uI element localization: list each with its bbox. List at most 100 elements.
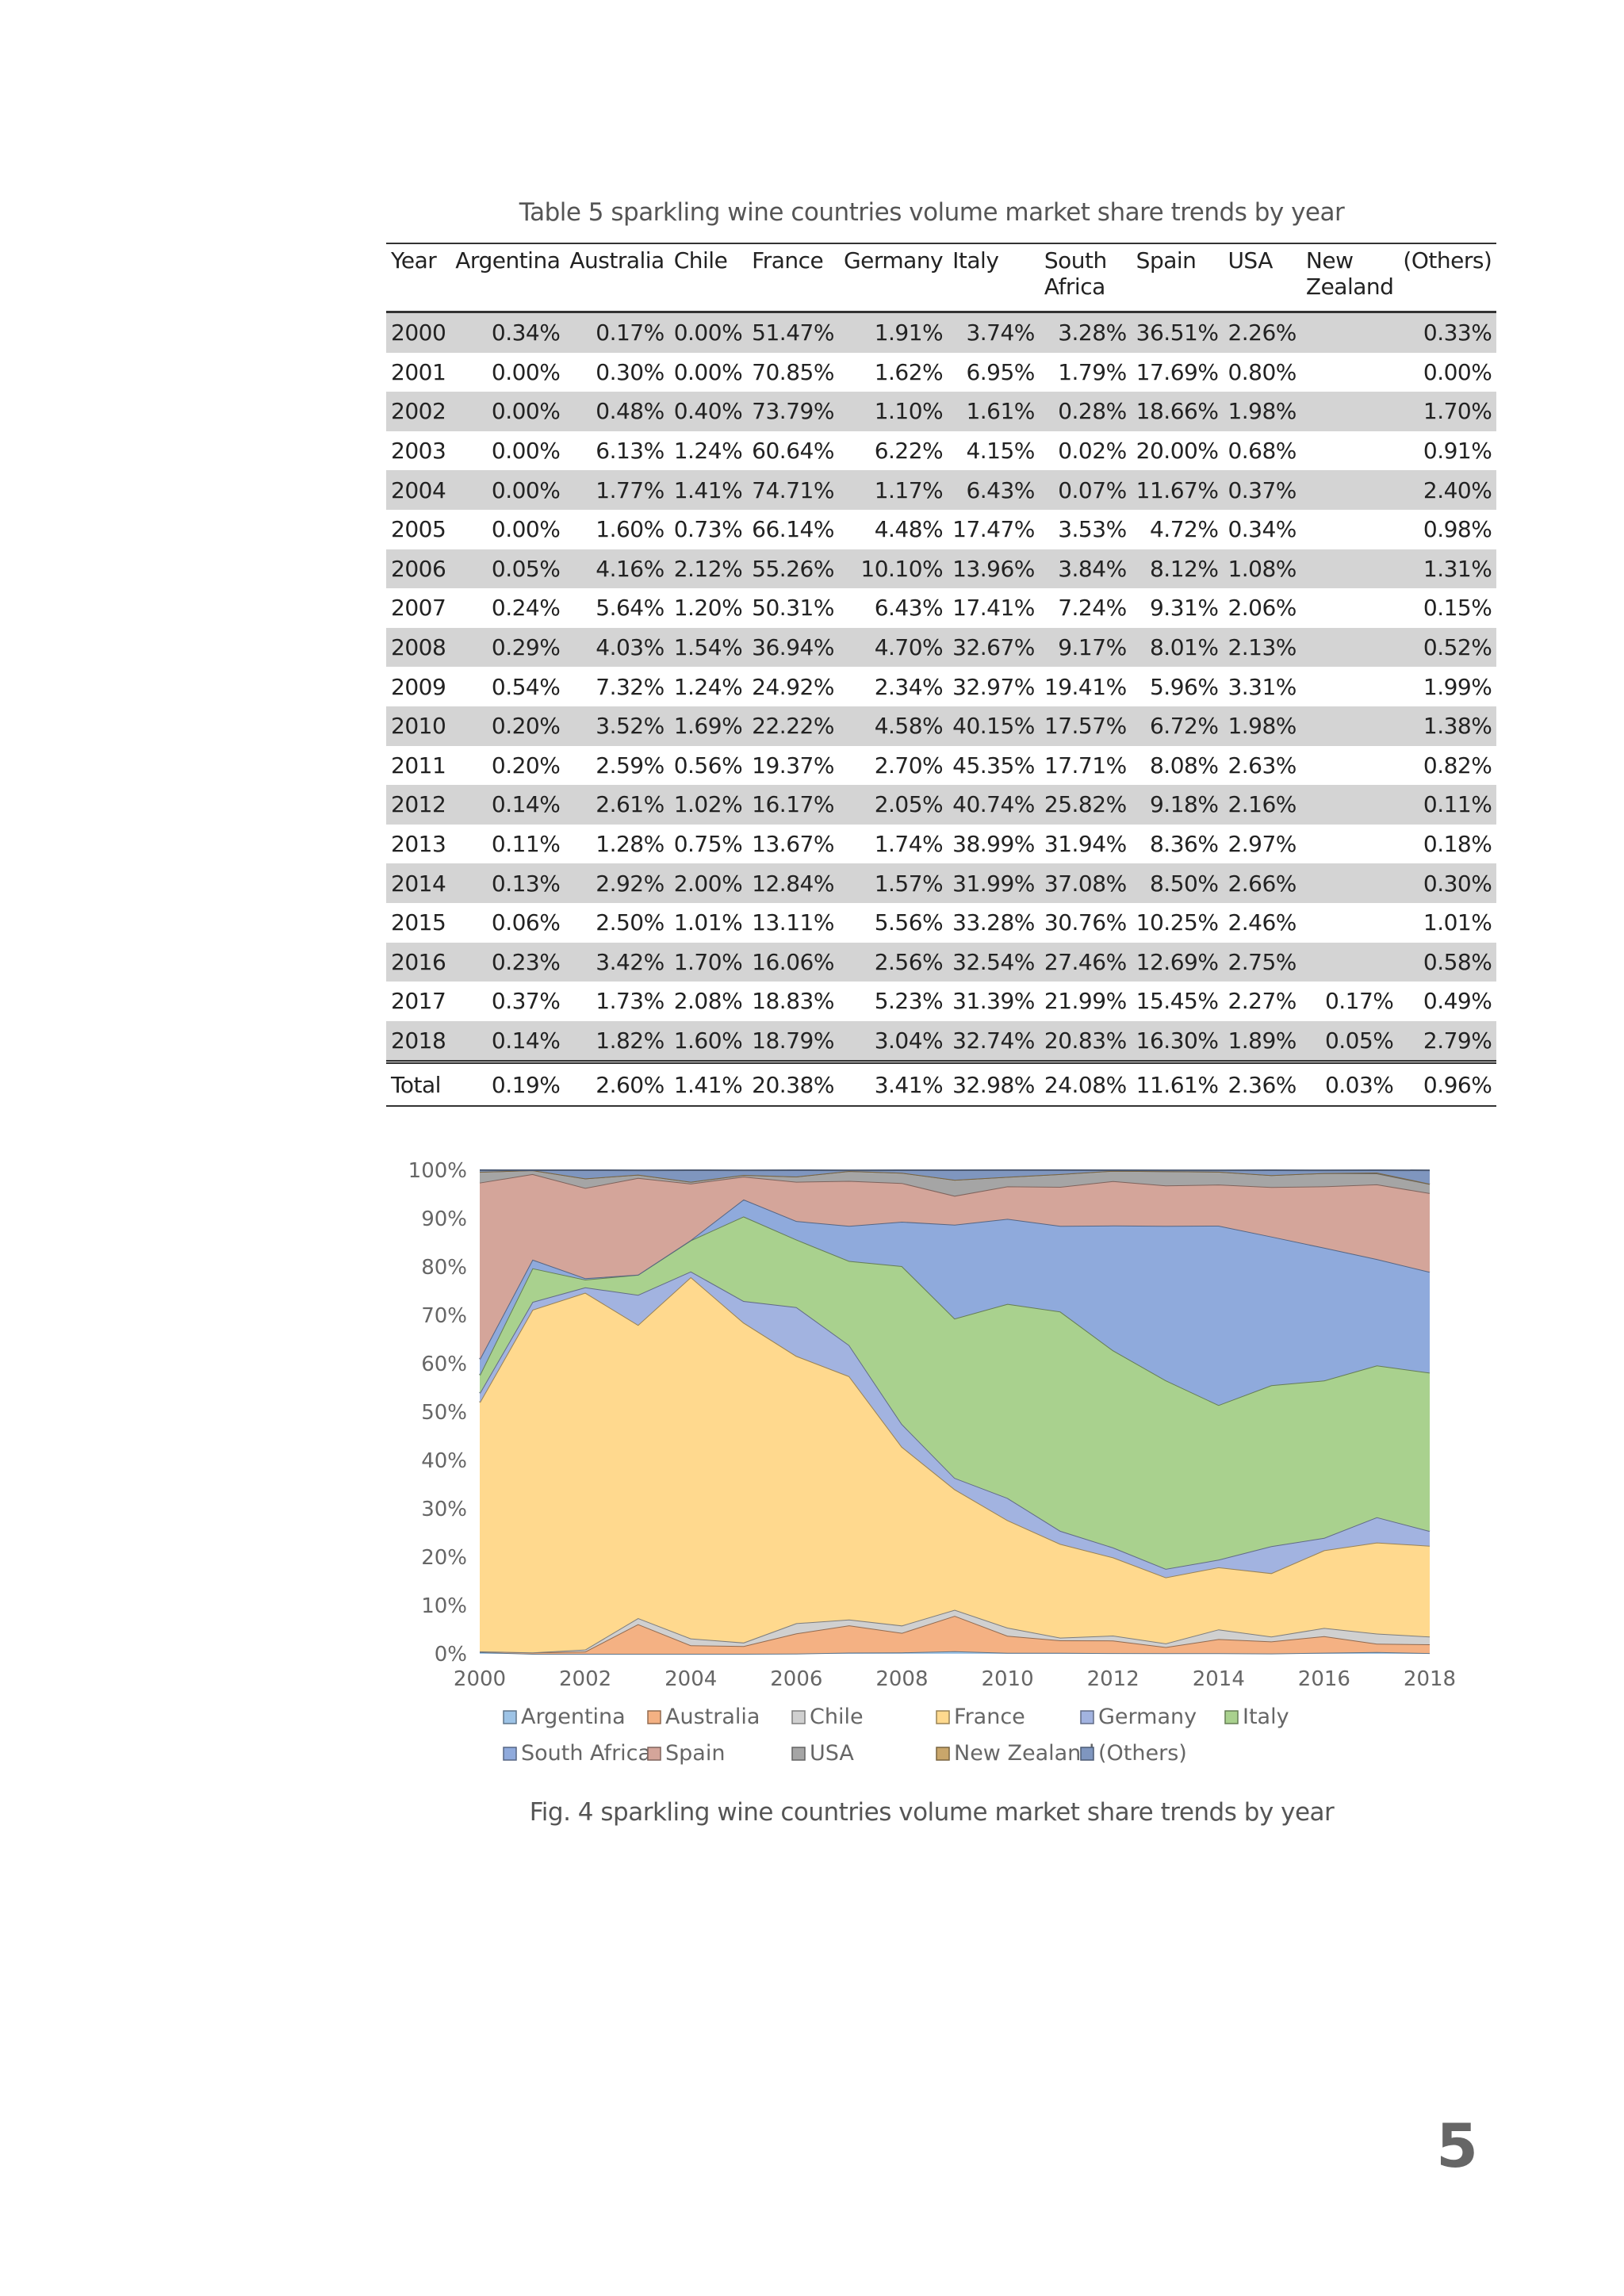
share-cell: 17.47% [952, 516, 1035, 543]
legend-label: New Zealand [954, 1741, 1094, 1766]
share-cell [1301, 825, 1399, 864]
share-cell: 0.40% [668, 392, 748, 431]
share-cell: 0.11% [1398, 785, 1497, 825]
table-header-row: Year Argentina Australia Chile France Germany… [386, 243, 1497, 313]
share-cell: 2.40% [1398, 470, 1497, 510]
share-cell: 18.66% [1131, 392, 1224, 431]
year-cell: 2004 [386, 470, 451, 510]
total-label-cell: Total [386, 1060, 451, 1108]
table-row: 2012 0.14% 2.61% 1.02% 16.17% 2.05% 40.74% 25.8… [386, 785, 1497, 825]
share-cell: 21.99% [1044, 988, 1127, 1015]
share-cell: 2.13% [1223, 627, 1301, 668]
share-cell: 36.94% [747, 627, 839, 668]
share-cell: 1.20% [673, 595, 743, 622]
share-cell [1300, 470, 1399, 510]
share-cell: 2.16% [1223, 785, 1301, 825]
share-cell: 4.48% [874, 516, 944, 543]
column-header: Italy [948, 243, 1040, 313]
year-cell: 2003 [391, 438, 446, 465]
share-cell: 2.50% [596, 909, 665, 936]
share-cell: 0.07% [1039, 470, 1132, 510]
share-cell: 1.17% [838, 470, 948, 510]
figure-caption: Fig. 4 sparkling wine countries volume m… [529, 1798, 1335, 1827]
share-cell: 37.08% [1039, 863, 1132, 903]
table-caption: Table 5 sparkling wine countries volume … [519, 198, 1345, 227]
share-cell: 12.84% [747, 863, 839, 903]
share-cell: 70.85% [752, 358, 834, 385]
share-cell: 25.82% [1039, 785, 1132, 825]
share-cell [1301, 746, 1399, 786]
share-cell: 6.13% [596, 438, 665, 465]
share-cell: 0.98% [1423, 516, 1492, 543]
legend-swatch [647, 1747, 661, 1761]
share-cell: 2.12% [668, 549, 748, 589]
area-usa [480, 1170, 1430, 1196]
share-cell: 1.79% [1058, 358, 1127, 385]
share-cell: 18.79% [747, 1020, 839, 1062]
share-cell: 0.58% [1398, 942, 1497, 982]
total-cell: 2.36% [1223, 1060, 1301, 1108]
share-cell [1300, 392, 1399, 431]
x-tick-label: 2016 [1298, 1667, 1350, 1691]
share-cell: 38.99% [952, 831, 1035, 858]
table-row: 2005 0.00% 1.60% 0.73% 66.14% 4.48% 17.47% 3.53… [386, 510, 1496, 549]
legend-label: Chile [810, 1705, 864, 1729]
table-row: 2018 0.14% 1.82% 1.60% 18.79% 3.04% 32.74% 20.8… [386, 1020, 1497, 1062]
share-cell: 3.42% [565, 942, 669, 982]
total-cell: 2.60% [565, 1060, 669, 1108]
share-cell: 20.00% [1136, 438, 1219, 465]
column-header: Chile [668, 243, 748, 313]
y-tick-label: 100% [408, 1159, 467, 1183]
share-cell: 2.56% [838, 942, 948, 982]
year-cell: 2009 [391, 673, 446, 700]
share-cell: 0.15% [1423, 595, 1492, 622]
year-cell: 2006 [386, 549, 451, 589]
area-france [480, 1276, 1430, 1653]
area-germany [480, 1271, 1430, 1578]
x-tick-label: 2006 [770, 1667, 822, 1691]
share-cell: 32.97% [952, 673, 1035, 700]
share-cell: 1.98% [1223, 392, 1301, 431]
share-cell: 0.14% [450, 1020, 565, 1062]
year-cell: 2018 [386, 1020, 451, 1062]
share-cell: 1.54% [668, 627, 748, 668]
share-cell: 0.14% [450, 785, 565, 825]
share-cell: 24.92% [752, 673, 834, 700]
area-spain [480, 1173, 1430, 1360]
share-cell: 0.00% [491, 438, 561, 465]
table-row: 2014 0.13% 2.92% 2.00% 12.84% 1.57% 31.99% 37.0… [386, 863, 1497, 903]
share-cell: 10.10% [838, 549, 948, 589]
share-cell: 0.00% [491, 358, 561, 385]
share-cell: 1.31% [1398, 549, 1497, 589]
share-cell [1301, 588, 1399, 628]
share-cell: 1.61% [948, 392, 1040, 431]
share-cell: 8.12% [1131, 549, 1224, 589]
share-cell: 17.41% [952, 595, 1035, 622]
share-cell: 2.00% [668, 863, 748, 903]
x-tick-label: 2008 [875, 1667, 928, 1691]
share-cell: 27.46% [1039, 942, 1132, 982]
share-cell [1300, 549, 1399, 589]
total-cell: 0.96% [1398, 1060, 1497, 1108]
share-cell: 2.79% [1398, 1020, 1497, 1062]
legend-swatch [503, 1747, 517, 1761]
share-cell: 1.57% [838, 863, 948, 903]
share-cell: 12.69% [1131, 942, 1224, 982]
share-cell: 73.79% [747, 392, 839, 431]
share-cell: 6.22% [874, 438, 944, 465]
share-cell: 4.03% [565, 627, 669, 668]
share-cell: 4.72% [1149, 516, 1219, 543]
share-cell: 0.91% [1423, 438, 1492, 465]
x-tick-label: 2010 [981, 1667, 1033, 1691]
share-cell: 0.13% [450, 863, 565, 903]
share-cell: 13.11% [752, 909, 834, 936]
y-tick-label: 0% [435, 1643, 467, 1667]
table-row: 2010 0.20% 3.52% 1.69% 22.22% 4.58% 40.15% 17.5… [386, 706, 1497, 746]
legend-swatch [1080, 1747, 1094, 1761]
area-others [480, 1169, 1430, 1184]
share-cell: 3.84% [1039, 549, 1132, 589]
share-cell: 2.92% [565, 863, 669, 903]
year-cell: 2010 [386, 706, 451, 746]
share-cell: 2.63% [1228, 752, 1297, 779]
legend-label: Argentina [521, 1705, 626, 1729]
